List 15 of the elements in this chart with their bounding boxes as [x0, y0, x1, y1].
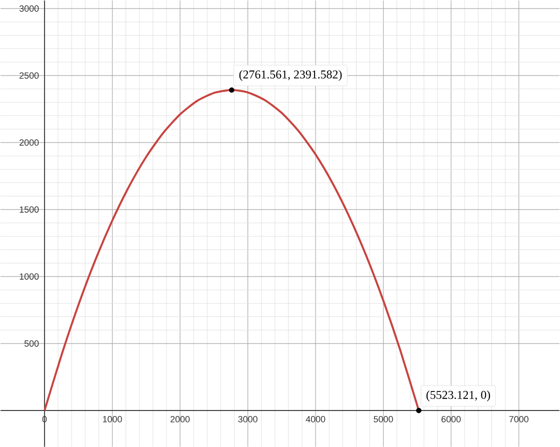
y-tick-label: 3000 — [19, 5, 39, 12]
x-tick-label: 4000 — [306, 416, 326, 422]
y-tick-label: 2500 — [20, 72, 39, 79]
y-tick-label: 2000 — [20, 139, 39, 146]
y-tick-label: 1500 — [20, 206, 39, 213]
x-tick-label: 6000 — [442, 416, 461, 422]
x-tick-label: 1000 — [103, 416, 122, 422]
annotation: (5523.121, 0) — [426, 390, 490, 402]
y-tick-label: 1000 — [20, 273, 39, 280]
x-tick-label: 5000 — [374, 416, 393, 422]
y-tick-label: 500 — [24, 340, 39, 347]
x-tick-label: 3000 — [238, 416, 258, 422]
x-tick-label: 7000 — [509, 416, 528, 422]
x-tick-label: 2000 — [170, 416, 190, 422]
annotation: (2761.561, 2391.582) — [239, 70, 342, 81]
